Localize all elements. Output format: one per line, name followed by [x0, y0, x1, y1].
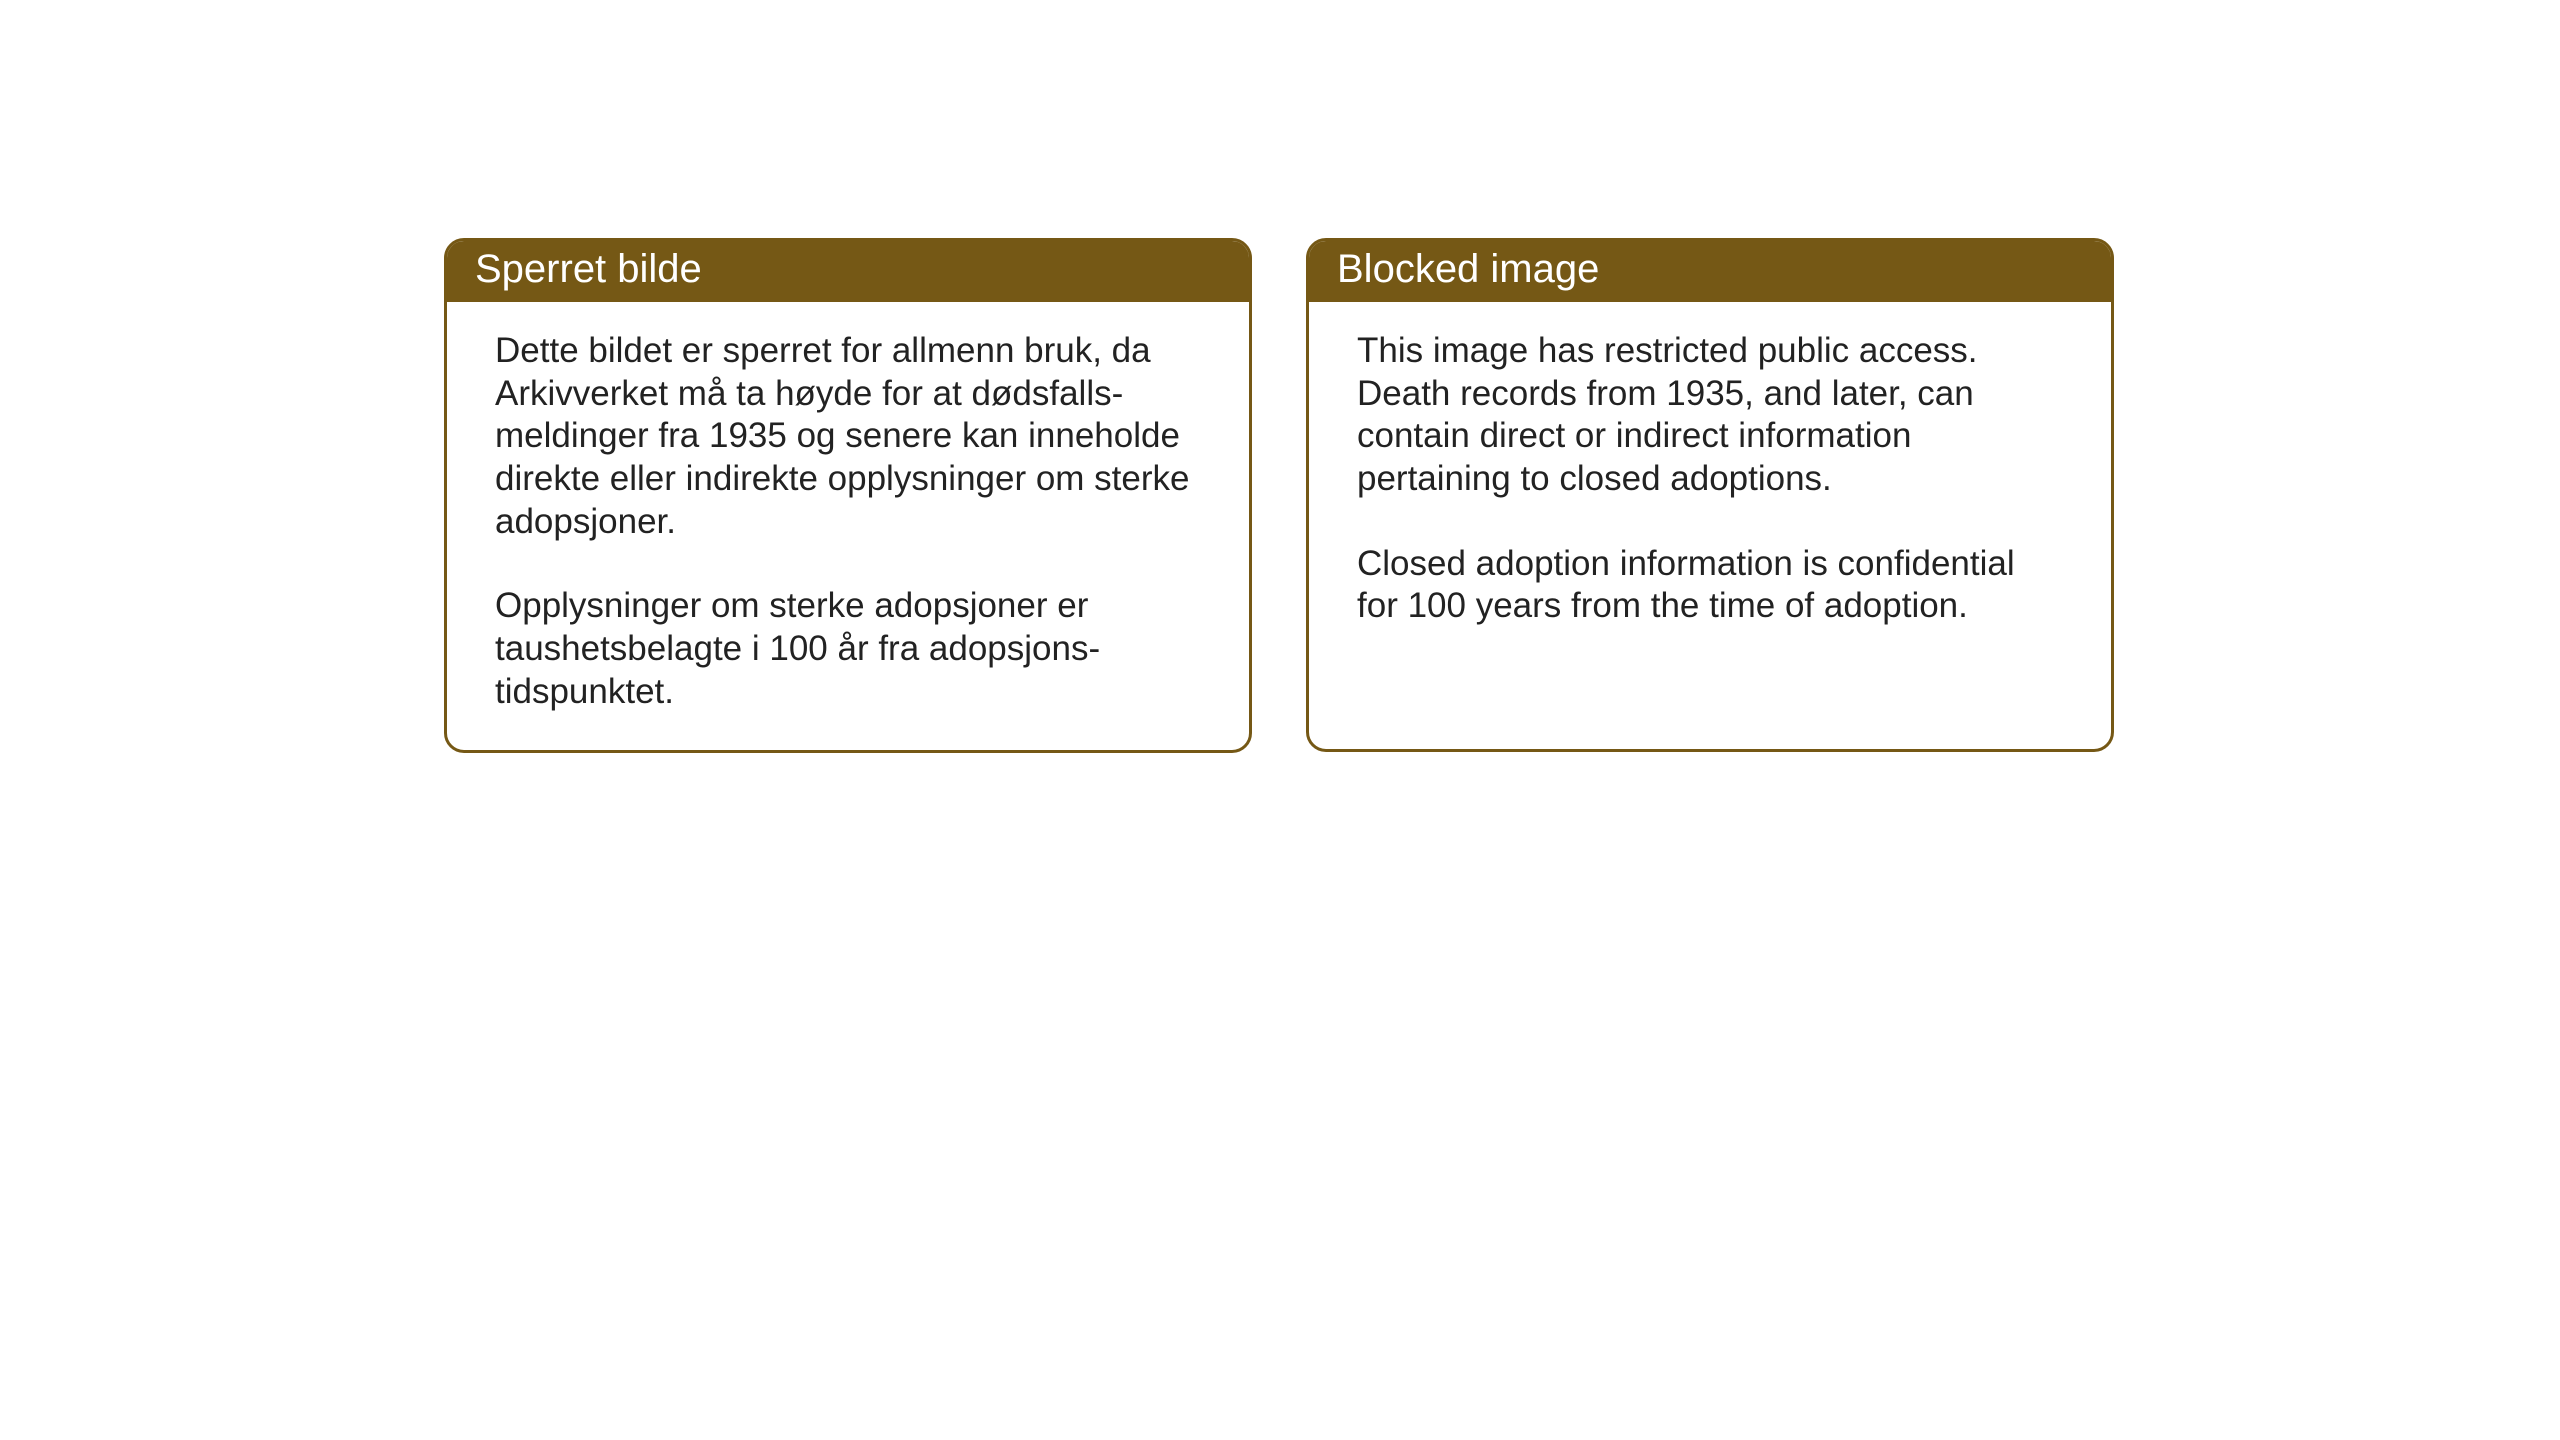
card-paragraph-2-norwegian: Opplysninger om sterke adopsjoner er tau…	[495, 585, 1201, 713]
info-cards-container: Sperret bilde Dette bildet er sperret fo…	[0, 0, 2560, 753]
info-card-norwegian: Sperret bilde Dette bildet er sperret fo…	[444, 238, 1252, 753]
card-body-english: This image has restricted public access.…	[1309, 302, 2111, 664]
card-paragraph-2-english: Closed adoption information is confident…	[1357, 543, 2063, 628]
card-header-norwegian: Sperret bilde	[447, 241, 1249, 302]
card-paragraph-1-norwegian: Dette bildet er sperret for allmenn bruk…	[495, 330, 1201, 543]
card-body-norwegian: Dette bildet er sperret for allmenn bruk…	[447, 302, 1249, 750]
info-card-english: Blocked image This image has restricted …	[1306, 238, 2114, 752]
card-paragraph-1-english: This image has restricted public access.…	[1357, 330, 2063, 501]
card-header-english: Blocked image	[1309, 241, 2111, 302]
